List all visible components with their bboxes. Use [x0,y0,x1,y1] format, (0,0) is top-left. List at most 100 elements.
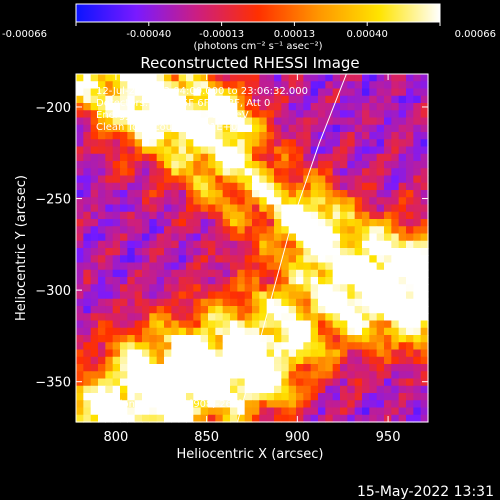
heatmap-cell [134,400,143,409]
heatmap-cell [288,81,297,90]
heatmap-cell [332,342,341,351]
heatmap-cell [420,255,429,264]
heatmap-cell [149,240,158,249]
heatmap-cell [406,277,414,285]
heatmap-cell [259,356,268,365]
heatmap-cell [391,153,400,162]
heatmap-cell [208,146,216,155]
heatmap-cell [318,291,326,300]
heatmap-cell [127,269,136,278]
heatmap-cell [398,132,407,140]
heatmap-cell [142,400,150,409]
heatmap-cell [347,146,356,155]
heatmap-cell [171,277,180,285]
heatmap-cell [376,371,385,380]
heatmap-cell [274,335,282,343]
heatmap-cell [420,219,429,227]
heatmap-cell [413,117,422,126]
heatmap-cell [83,211,92,220]
heatmap-cell [149,197,158,206]
heatmap-cell [244,204,253,213]
heatmap-cell [362,255,370,264]
heatmap-cell [222,407,231,416]
heatmap-cell [347,393,356,401]
heatmap-cell [274,277,282,285]
heatmap-cell [347,248,356,256]
heatmap-cell [208,269,216,278]
heatmap-cell [398,139,407,148]
heatmap-cell [193,327,202,336]
heatmap-cell [186,146,194,155]
heatmap-cell [193,298,202,307]
heatmap-cell [391,320,400,329]
heatmap-cell [420,335,429,343]
heatmap-cell [112,139,121,148]
heatmap-cell [413,255,422,264]
heatmap-cell [208,356,216,365]
heatmap-cell [340,327,348,336]
heatmap-cell [83,291,92,300]
heatmap-cell [127,342,136,351]
heatmap-cell [164,255,172,264]
heatmap-cell [230,190,238,198]
heatmap-cell [193,371,202,380]
heatmap-cell [296,320,304,329]
heatmap-cell [252,132,260,140]
heatmap-cell [318,313,326,322]
heatmap-cell [384,124,392,133]
heatmap-cell [391,124,400,133]
heatmap-cell [90,277,99,285]
heatmap-cell [376,356,385,365]
y-tick-label: −350 [35,376,71,391]
heatmap-cell [274,161,282,169]
heatmap-cell [413,88,422,97]
heatmap-cell [266,124,275,133]
heatmap-cell [200,327,209,336]
heatmap-cell [303,95,312,104]
heatmap-cell [193,248,202,256]
heatmap-cell [420,190,429,198]
heatmap-cell [340,182,348,191]
heatmap-cell [230,393,238,401]
heatmap-cell [274,117,282,126]
heatmap-cell [230,342,238,351]
heatmap-cell [149,306,158,314]
heatmap-cell [281,226,290,235]
heatmap-cell [303,342,312,351]
heatmap-cell [406,342,414,351]
colorbar: -0.00066 -0.00040 -0.00013 0.00013 0.00040 0.… [2,3,496,52]
heatmap-cell [398,240,407,249]
heatmap-cell [347,407,356,416]
heatmap-cell [98,233,106,242]
heatmap-cell [156,248,165,256]
heatmap-cell [303,327,312,336]
heatmap-cell [384,161,392,169]
heatmap-cell [281,88,290,97]
heatmap-cell [281,255,290,264]
heatmap-cell [120,182,128,191]
heatmap-cell [340,385,348,394]
heatmap-cell [193,117,202,126]
heatmap-cell [340,146,348,155]
heatmap-cell [142,153,150,162]
heatmap-cell [369,277,378,285]
heatmap-cell [244,298,253,307]
heatmap-cell [142,371,150,380]
heatmap-cell [413,197,422,206]
heatmap-cell [318,211,326,220]
heatmap-cell [369,414,378,423]
heatmap-cell [325,219,334,227]
heatmap-cell [215,371,224,380]
heatmap-cell [76,371,84,380]
heatmap-cell [376,117,385,126]
heatmap-cell [142,233,150,242]
heatmap-cell [310,132,319,140]
heatmap-cell [340,393,348,401]
heatmap-cell [420,204,429,213]
heatmap-cell [398,211,407,220]
heatmap-cell [112,306,121,314]
heatmap-cell [171,298,180,307]
heatmap-cell [134,175,143,184]
heatmap-cell [222,269,231,278]
heatmap-cell [369,204,378,213]
